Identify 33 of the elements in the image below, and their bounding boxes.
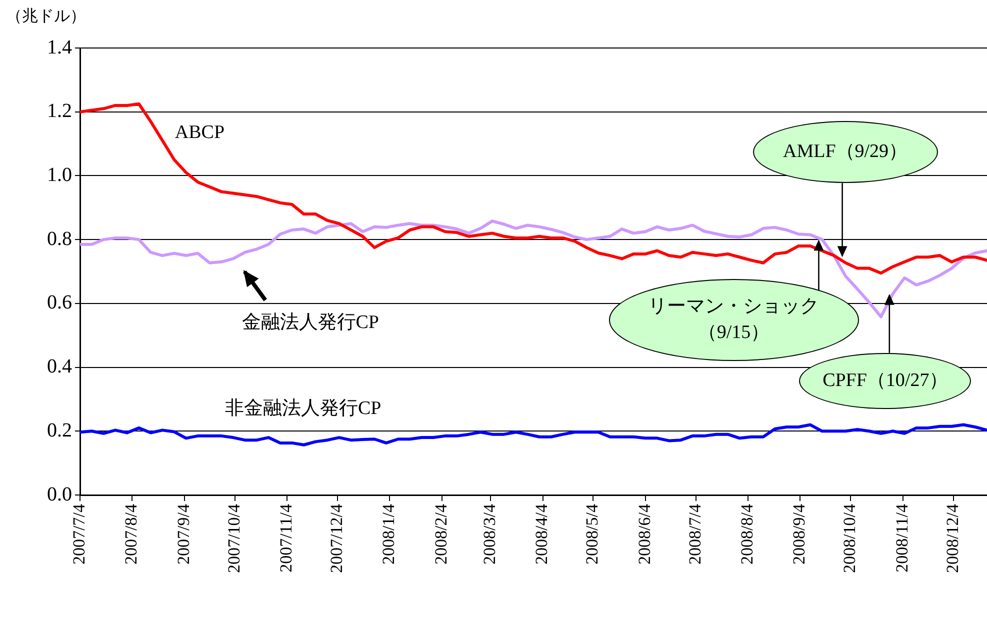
x-tick-label: 2008/6/4 xyxy=(634,504,654,564)
text: 金融法人発行CP xyxy=(242,311,379,335)
x-tick-label: 2008/7/4 xyxy=(685,504,704,564)
y-axis-title: （兆ドル） xyxy=(6,6,86,27)
annotation: CPFF（10/27） xyxy=(822,368,950,393)
annotation: リーマン・ショック（9/15） xyxy=(647,294,820,345)
x-tick-label: 2008/5/4 xyxy=(582,504,602,564)
series-label: 非金融法人発行CP xyxy=(224,396,382,421)
series-label: ABCP xyxy=(174,122,225,144)
x-tick-label: 2007/10/4 xyxy=(224,504,244,573)
x-tick-label: 2008/8/4 xyxy=(738,504,757,564)
x-tick-label: 2007/12/4 xyxy=(326,504,346,573)
y-tick-label: 1.0 xyxy=(47,164,72,186)
x-tick-label: 2008/4/4 xyxy=(532,504,552,564)
x-tick-label: 2008/12/4 xyxy=(942,504,962,573)
y-tick-label: 1.2 xyxy=(47,100,72,122)
y-tick-label: 0.8 xyxy=(47,228,72,250)
y-tick-label: 1.4 xyxy=(47,36,72,58)
x-tick-label: 2008/11/4 xyxy=(892,504,912,572)
x-tick-label: 2007/8/4 xyxy=(122,504,141,564)
y-tick-label: 0.4 xyxy=(47,356,72,378)
x-tick-label: 2008/10/4 xyxy=(840,504,860,573)
x-tick-label: 2007/7/4 xyxy=(69,504,88,564)
x-tick-label: 2008/1/4 xyxy=(379,504,398,564)
x-tick-label: 2008/2/4 xyxy=(431,504,450,564)
x-tick-label: 2007/11/4 xyxy=(276,504,296,572)
y-tick-label: 0.2 xyxy=(47,419,72,442)
y-tick-label: 0.6 xyxy=(47,292,72,314)
x-tick-label: 2007/9/4 xyxy=(174,504,193,564)
x-tick-label: 2008/3/4 xyxy=(480,504,500,564)
annotation: AMLF（9/29） xyxy=(782,140,909,164)
y-tick-label: 0.0 xyxy=(47,483,72,506)
x-tick-label: 2008/9/4 xyxy=(790,504,809,564)
